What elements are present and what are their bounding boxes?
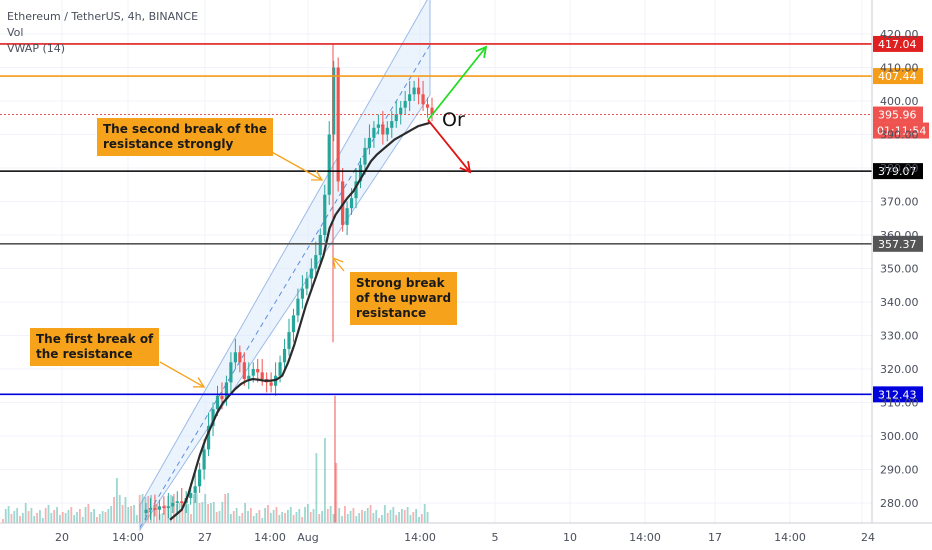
y-tick-label: 330.00 <box>880 330 919 343</box>
y-tick-label: 420.00 <box>880 28 919 41</box>
y-tick-label: 370.00 <box>880 196 919 209</box>
x-tick-label: 14:00 <box>112 531 144 544</box>
y-tick-label: 310.00 <box>880 397 919 410</box>
y-tick-label: 320.00 <box>880 363 919 376</box>
annotation-second-break[interactable]: The second break of the resistance stron… <box>97 118 273 156</box>
x-tick-label: 5 <box>492 531 499 544</box>
y-tick-label: 380.00 <box>880 162 919 175</box>
chart-title: Ethereum / TetherUS, 4h, BINANCE <box>7 10 199 23</box>
price-label-407.44: 407.44 <box>878 70 917 83</box>
price-label-417.04: 417.04 <box>878 38 917 51</box>
price-label-379.07: 379.07 <box>878 165 917 178</box>
y-tick-label: 290.00 <box>880 464 919 477</box>
price-label-395.96: 395.96 <box>878 109 917 122</box>
price-label-312.43: 312.43 <box>878 388 917 401</box>
y-tick-label: 350.00 <box>880 263 919 276</box>
price-label-357.37: 357.37 <box>878 238 917 251</box>
x-tick-label: Aug <box>297 531 318 544</box>
annotation-first-break[interactable]: The first break of the resistance <box>30 328 160 366</box>
annotation-strong-break[interactable]: Strong break of the upward resistance <box>350 272 458 325</box>
x-tick-label: 24 <box>861 531 875 544</box>
x-tick-label: 10 <box>563 531 577 544</box>
y-tick-label: 340.00 <box>880 296 919 309</box>
x-tick-label: 14:00 <box>629 531 661 544</box>
y-tick-label: 390.00 <box>880 129 919 142</box>
y-tick-label: 400.00 <box>880 95 919 108</box>
countdown-label: 01:11:54 <box>877 125 926 138</box>
vwap-indicator-label[interactable]: VWAP (14) <box>7 42 66 55</box>
x-tick-label: 14:00 <box>774 531 806 544</box>
annotation-or[interactable]: Or <box>442 109 465 131</box>
y-tick-label: 410.00 <box>880 62 919 75</box>
x-tick-label: 14:00 <box>254 531 286 544</box>
vol-indicator-label[interactable]: Vol <box>7 26 24 39</box>
y-tick-label: 280.00 <box>880 497 919 510</box>
y-tick-label: 360.00 <box>880 229 919 242</box>
x-tick-label: 14:00 <box>404 531 436 544</box>
x-tick-label: 27 <box>198 531 212 544</box>
y-tick-label: 300.00 <box>880 430 919 443</box>
x-tick-label: 17 <box>708 531 722 544</box>
x-tick-label: 20 <box>55 531 69 544</box>
